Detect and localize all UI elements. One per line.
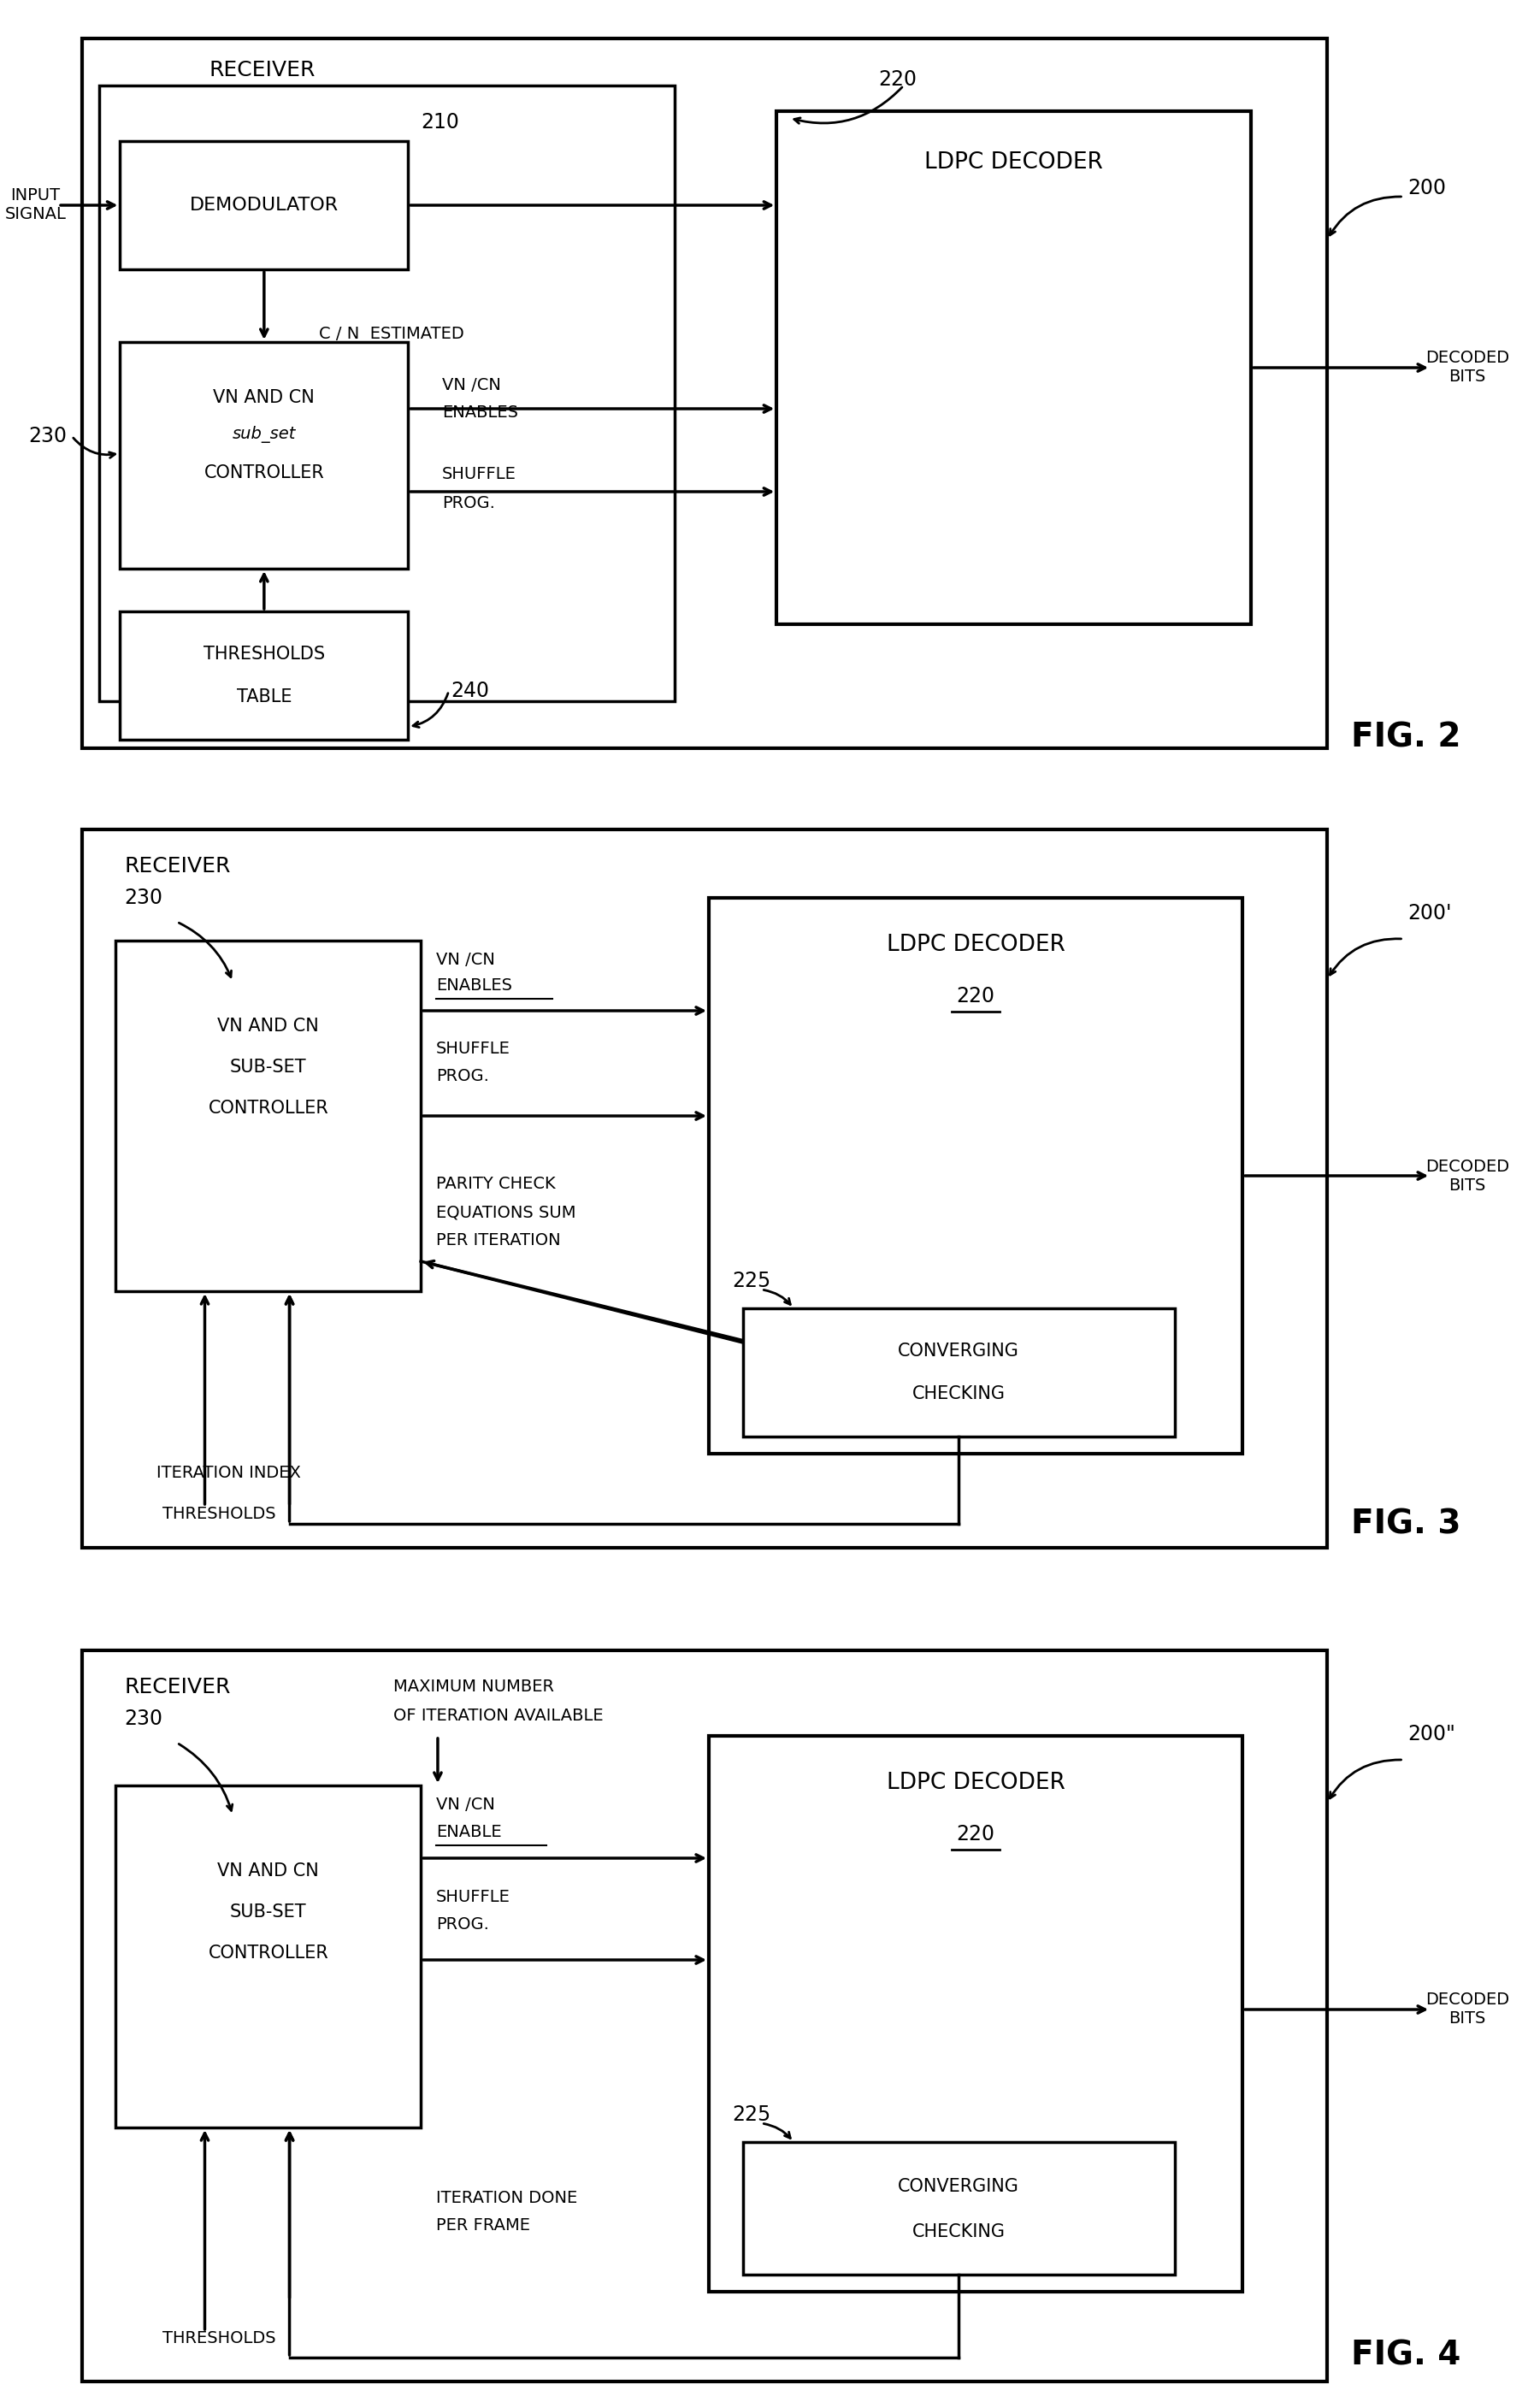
Text: THRESHOLDS: THRESHOLDS: [204, 645, 325, 662]
Text: sub_set: sub_set: [232, 426, 296, 443]
Text: VN AND CN: VN AND CN: [218, 1019, 319, 1035]
Text: DECODED
BITS: DECODED BITS: [1425, 1158, 1509, 1194]
Bar: [742, 2143, 1175, 2276]
Text: 210: 210: [420, 113, 459, 132]
Text: ENABLE: ENABLE: [436, 1825, 502, 1840]
Text: 230: 230: [124, 889, 163, 908]
Bar: [742, 1308, 1175, 1438]
Bar: [81, 39, 1327, 749]
Text: FIG. 2: FIG. 2: [1351, 720, 1460, 754]
Text: DEMODULATOR: DEMODULATOR: [190, 197, 339, 214]
Text: DECODED
BITS: DECODED BITS: [1425, 349, 1509, 385]
Bar: [120, 142, 408, 270]
Text: CHECKING: CHECKING: [913, 2223, 1005, 2239]
Text: LDPC DECODER: LDPC DECODER: [887, 1772, 1065, 1794]
Text: SHUFFLE: SHUFFLE: [436, 1888, 511, 1905]
Text: PROG.: PROG.: [442, 494, 495, 510]
Text: VN /CN: VN /CN: [436, 1796, 495, 1813]
Text: THRESHOLDS: THRESHOLDS: [163, 2331, 276, 2348]
Text: VN AND CN: VN AND CN: [218, 1861, 319, 1881]
Text: CONTROLLER: CONTROLLER: [209, 1946, 328, 1963]
Text: ENABLES: ENABLES: [436, 978, 512, 995]
Text: SUB-SET: SUB-SET: [230, 1902, 307, 1922]
Text: 230: 230: [124, 1710, 163, 1729]
Text: VN AND CN: VN AND CN: [213, 390, 314, 407]
Text: 225: 225: [733, 2105, 772, 2124]
Text: RECEIVER: RECEIVER: [124, 855, 230, 877]
Text: CONVERGING: CONVERGING: [897, 2177, 1020, 2196]
Text: CONTROLLER: CONTROLLER: [209, 1100, 328, 1117]
Text: EQUATIONS SUM: EQUATIONS SUM: [436, 1204, 575, 1221]
Text: PROG.: PROG.: [436, 1067, 489, 1084]
Bar: [81, 828, 1327, 1548]
Text: 200: 200: [1408, 178, 1447, 197]
Text: DECODED
BITS: DECODED BITS: [1425, 1991, 1509, 2028]
Text: RECEIVER: RECEIVER: [124, 1676, 230, 1698]
Text: PROG.: PROG.: [436, 1917, 489, 1931]
Text: 240: 240: [451, 681, 489, 701]
Text: PER FRAME: PER FRAME: [436, 2218, 531, 2235]
Text: 225: 225: [733, 1271, 772, 1291]
Text: THRESHOLDS: THRESHOLDS: [163, 1505, 276, 1522]
Text: MAXIMUM NUMBER: MAXIMUM NUMBER: [394, 1678, 554, 1695]
Text: CONVERGING: CONVERGING: [897, 1344, 1020, 1361]
Bar: [709, 1736, 1243, 2292]
Text: VN /CN: VN /CN: [442, 376, 502, 393]
Text: OF ITERATION AVAILABLE: OF ITERATION AVAILABLE: [394, 1707, 604, 1724]
Bar: [117, 1784, 420, 2129]
Text: SUB-SET: SUB-SET: [230, 1060, 307, 1076]
Text: TABLE: TABLE: [236, 689, 291, 706]
Text: PARITY CHECK: PARITY CHECK: [436, 1175, 555, 1192]
Text: VN /CN: VN /CN: [436, 951, 495, 968]
Text: INPUT
SIGNAL: INPUT SIGNAL: [5, 188, 66, 224]
Text: SHUFFLE: SHUFFLE: [442, 467, 517, 482]
Text: C / N  ESTIMATED: C / N ESTIMATED: [319, 325, 465, 342]
Text: FIG. 3: FIG. 3: [1351, 1507, 1460, 1541]
Bar: [120, 342, 408, 568]
Text: LDPC DECODER: LDPC DECODER: [925, 152, 1103, 173]
Text: ITERATION INDEX: ITERATION INDEX: [156, 1464, 301, 1481]
Bar: [117, 942, 420, 1291]
Text: 200': 200': [1408, 903, 1451, 925]
Text: 200": 200": [1408, 1724, 1456, 1743]
Text: CHECKING: CHECKING: [913, 1385, 1005, 1401]
Text: RECEIVER: RECEIVER: [209, 60, 316, 79]
Text: ENABLES: ENABLES: [442, 405, 518, 421]
Text: 220: 220: [957, 985, 996, 1007]
Text: 230: 230: [28, 426, 66, 445]
Bar: [120, 612, 408, 739]
Bar: [81, 1649, 1327, 2382]
Text: FIG. 4: FIG. 4: [1351, 2341, 1460, 2372]
Text: 220: 220: [879, 70, 917, 89]
Text: PER ITERATION: PER ITERATION: [436, 1233, 560, 1250]
Bar: [709, 898, 1243, 1454]
Text: 220: 220: [957, 1823, 996, 1845]
Text: SHUFFLE: SHUFFLE: [436, 1040, 511, 1057]
Text: LDPC DECODER: LDPC DECODER: [887, 934, 1065, 956]
Bar: [776, 111, 1252, 624]
Bar: [98, 87, 675, 701]
Text: ITERATION DONE: ITERATION DONE: [436, 2189, 577, 2206]
Text: CONTROLLER: CONTROLLER: [204, 465, 324, 482]
